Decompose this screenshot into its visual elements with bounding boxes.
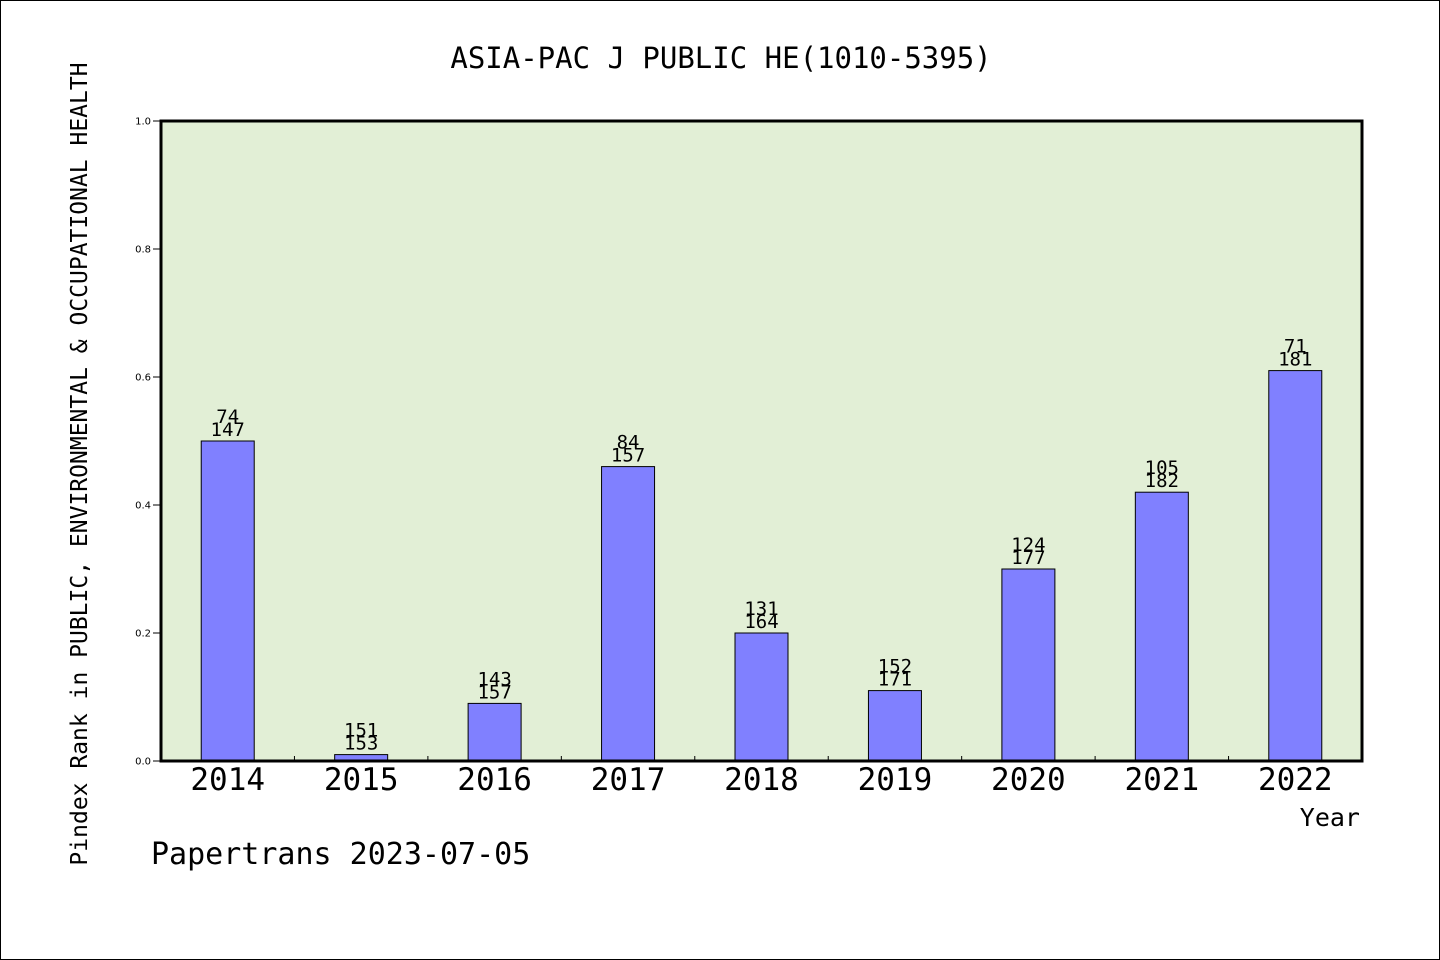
bar-rank-label: 152 <box>878 656 912 678</box>
bar-2021 <box>1134 491 1189 762</box>
y-tick-label: 0.0 <box>135 757 151 768</box>
x-tick-label: 2018 <box>724 762 799 798</box>
bar-rank-label: 131 <box>744 598 778 620</box>
bar-rank-label: 74 <box>216 406 239 428</box>
bar-total-label: 181 <box>1278 349 1312 371</box>
chart-title: ASIA-PAC J PUBLIC HE(1010-5395) <box>450 41 991 75</box>
bar-total-label: 157 <box>477 681 511 703</box>
x-tick-label: 2015 <box>324 762 399 798</box>
x-tick-label: 2017 <box>591 762 666 798</box>
bar-total-label: 177 <box>1011 547 1045 569</box>
plot-border <box>159 119 1364 763</box>
bar-total-label: 171 <box>878 669 912 691</box>
bar-rank-label: 105 <box>1145 457 1179 479</box>
y-tick-label: 1.0 <box>135 117 151 128</box>
bar-2020 <box>1001 568 1056 762</box>
bar-2017 <box>601 466 656 762</box>
x-tick-label: 2020 <box>991 762 1066 798</box>
bar-2022 <box>1268 370 1323 762</box>
bar-total-label: 157 <box>611 445 645 467</box>
bar-rank-label: 84 <box>617 432 640 454</box>
bar-2016 <box>467 702 522 762</box>
bar-2014 <box>200 440 255 762</box>
y-tick-label: 0.4 <box>135 501 151 512</box>
bar-rank-label: 143 <box>477 668 511 690</box>
y-axis-label: Pindex Rank in PUBLIC, ENVIRONMENTAL & O… <box>67 62 93 865</box>
y-tick-label: 0.8 <box>135 245 151 256</box>
x-tick-label: 2014 <box>190 762 265 798</box>
y-tick-label: 0.6 <box>135 373 151 384</box>
bar-2018 <box>734 632 789 762</box>
x-axis-label: Year <box>1300 803 1360 832</box>
bar-rank-label: 151 <box>344 720 378 742</box>
footer-watermark: Papertrans 2023-07-05 <box>151 837 531 872</box>
x-tick-label: 2021 <box>1125 762 1200 798</box>
x-tick-label: 2022 <box>1258 762 1333 798</box>
bar-rank-label: 71 <box>1284 336 1307 358</box>
y-tick-label: 0.2 <box>135 629 151 640</box>
x-tick-label: 2016 <box>457 762 532 798</box>
x-tick-label: 2019 <box>858 762 933 798</box>
bar-total-label: 164 <box>744 611 778 633</box>
bar-total-label: 182 <box>1145 470 1179 492</box>
bar-2019 <box>867 690 922 762</box>
bar-rank-label: 124 <box>1011 534 1045 556</box>
bar-total-label: 147 <box>211 419 245 441</box>
bar-total-label: 153 <box>344 733 378 755</box>
